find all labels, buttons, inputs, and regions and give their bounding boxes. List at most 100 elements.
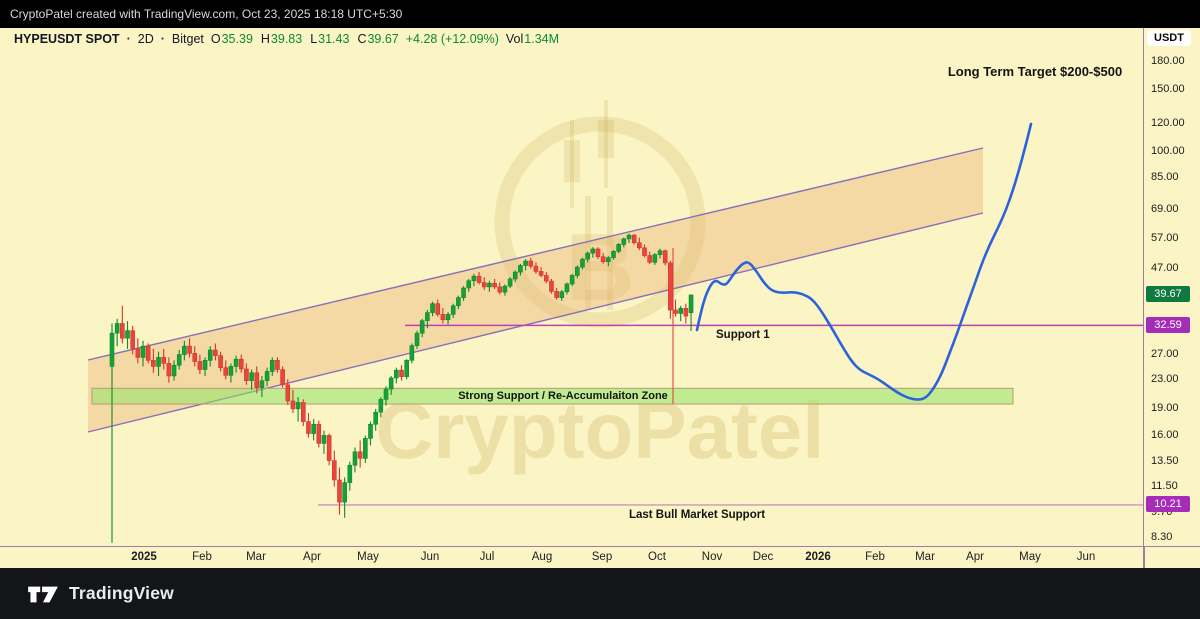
- time-tick-label[interactable]: Apr: [966, 551, 984, 563]
- candle-body: [600, 256, 606, 262]
- interval-label: 2D: [137, 32, 154, 46]
- price-tick-label: 57.00: [1151, 232, 1179, 245]
- accumulation-zone[interactable]: [91, 387, 1014, 405]
- ohlc-value: 31.43: [318, 32, 350, 46]
- candle-body: [135, 348, 141, 358]
- tradingview-logo-icon[interactable]: [26, 581, 60, 607]
- candle-body: [476, 275, 482, 283]
- ohlc-pair: C 39.67: [357, 32, 398, 46]
- candle-body: [626, 234, 632, 240]
- candle-body: [249, 372, 254, 381]
- candle-body: [471, 275, 477, 282]
- price-badge: 10.21: [1146, 496, 1190, 513]
- time-axis[interactable]: 2025 Feb Mar Apr May Jun Jul Aug Sep Oct Nov Dec 202…: [0, 546, 1200, 568]
- time-tick-label[interactable]: Jun: [420, 551, 440, 563]
- projection-path[interactable]: [695, 122, 1033, 401]
- candle-body: [213, 349, 218, 356]
- candle-body: [275, 360, 280, 370]
- price-tick-label: 69.00: [1151, 202, 1179, 215]
- time-tick-label[interactable]: Aug: [531, 551, 553, 563]
- candle-body: [223, 367, 229, 376]
- candle-body: [673, 309, 678, 314]
- candle-body: [264, 371, 270, 381]
- time-tick-label[interactable]: Nov: [701, 551, 723, 563]
- time-tick-label[interactable]: Oct: [648, 551, 666, 563]
- ohlc-value: 35.39: [221, 32, 253, 46]
- price-tick-label: 85.00: [1151, 170, 1179, 183]
- candle-body: [533, 265, 539, 272]
- candle-body: [683, 307, 689, 317]
- candle-body: [218, 355, 223, 368]
- trend-channel-fill[interactable]: [88, 148, 983, 432]
- candle-body: [595, 248, 601, 258]
- candle-body: [244, 368, 249, 381]
- time-tick-label[interactable]: May: [357, 551, 379, 563]
- candle-body: [388, 377, 394, 390]
- tradingview-brand-text[interactable]: TradingView: [69, 583, 174, 603]
- candle-body: [611, 251, 616, 258]
- ohlc-value: 39.67: [367, 32, 399, 46]
- price-tick-label: 23.00: [1151, 372, 1179, 385]
- price-axis[interactable]: USDT 180.00 150.00 120.00 100.00 85.00 69.00 5…: [1143, 28, 1200, 546]
- time-tick-label[interactable]: 2026: [805, 551, 831, 563]
- candle-body: [564, 283, 570, 293]
- candle-body: [378, 399, 384, 413]
- time-tick-label[interactable]: Feb: [192, 551, 212, 563]
- candle-body: [404, 360, 409, 377]
- time-tick-label[interactable]: Dec: [752, 551, 774, 563]
- exchange-label: Bitget: [171, 32, 204, 46]
- candle-body: [528, 260, 534, 267]
- candle-body: [409, 345, 415, 361]
- symbol-header[interactable]: HYPEUSDT SPOT · 2D · Bitget O 35.39 H 39.83…: [14, 31, 559, 47]
- time-tick-label[interactable]: Apr: [303, 551, 321, 563]
- candle-body: [616, 244, 621, 252]
- candle-body: [182, 345, 187, 355]
- candle-body: [590, 248, 596, 254]
- candle-body: [269, 360, 275, 372]
- candle-body: [114, 323, 120, 334]
- price-tick-label: 120.00: [1151, 117, 1185, 130]
- symbol-name: HYPEUSDT SPOT: [14, 32, 120, 46]
- price-tick-label: 11.50: [1151, 480, 1178, 493]
- candle-body: [290, 400, 296, 410]
- candle-body: [337, 479, 342, 503]
- long-term-target-label: Long Term Target $200-$500: [947, 64, 1123, 79]
- footer-bar: TradingView: [0, 568, 1200, 619]
- time-tick-label[interactable]: Jul: [479, 551, 495, 563]
- price-tick-label: 16.00: [1151, 428, 1179, 441]
- candle-body: [425, 312, 430, 321]
- ohlc-pair: H 39.83: [261, 32, 302, 46]
- candle-body: [512, 271, 518, 280]
- time-tick-label[interactable]: Feb: [865, 551, 885, 563]
- time-tick-label[interactable]: Sep: [591, 551, 613, 563]
- candle-body: [440, 314, 446, 321]
- price-tick-label: 100.00: [1151, 145, 1185, 158]
- candle-body: [120, 323, 125, 339]
- candle-body: [228, 366, 234, 376]
- time-tick-label[interactable]: 2025: [131, 551, 157, 563]
- time-tick-label[interactable]: May: [1019, 551, 1041, 563]
- candle-body: [502, 285, 508, 293]
- attribution-bar: CryptoPatel created with TradingView.com…: [0, 0, 1200, 28]
- candle-body: [347, 464, 353, 483]
- candle-body: [187, 345, 192, 354]
- candle-body: [207, 349, 213, 361]
- axis-corner-divider: [1143, 547, 1145, 568]
- ohlc-letter: L: [310, 32, 318, 46]
- candle-body: [487, 282, 492, 288]
- time-tick-label[interactable]: Jun: [1076, 551, 1096, 563]
- trend-channel-upper-line[interactable]: [87, 147, 984, 361]
- ohlc-values: O 35.39 H 39.83 L 31.43 C 39.67: [211, 32, 399, 46]
- volume-label: Vol: [505, 32, 524, 46]
- candle-body: [445, 314, 451, 321]
- support1-label: Support 1: [716, 329, 770, 341]
- candle-body: [316, 423, 322, 444]
- candle-body: [518, 265, 523, 273]
- candle-body: [430, 303, 435, 313]
- time-tick-label[interactable]: Mar: [915, 551, 935, 563]
- time-tick-label[interactable]: Mar: [246, 551, 266, 563]
- candle-body: [295, 402, 301, 410]
- candle-body: [161, 357, 166, 364]
- candlestick-series: [109, 233, 694, 543]
- candle-body: [642, 247, 647, 256]
